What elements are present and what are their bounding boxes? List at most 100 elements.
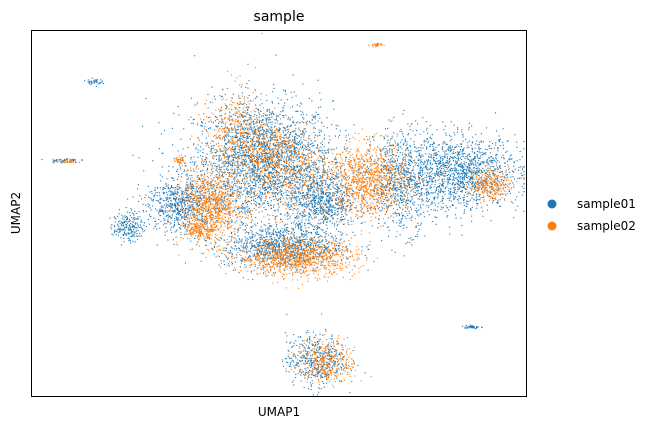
- point: [255, 147, 257, 149]
- point: [400, 202, 402, 204]
- point: [205, 162, 207, 164]
- point: [234, 182, 236, 184]
- point: [227, 156, 229, 158]
- point: [381, 209, 383, 211]
- point: [340, 183, 342, 185]
- point: [521, 194, 523, 196]
- point: [475, 164, 477, 166]
- point: [254, 178, 256, 180]
- point: [422, 162, 424, 164]
- point: [400, 221, 402, 223]
- point: [306, 206, 308, 208]
- point: [241, 179, 243, 181]
- point: [336, 210, 338, 212]
- point: [291, 195, 293, 197]
- point: [250, 128, 252, 130]
- point: [490, 162, 492, 164]
- point: [412, 169, 414, 171]
- point: [317, 204, 319, 206]
- point: [300, 139, 302, 141]
- point: [245, 104, 247, 106]
- point: [265, 189, 267, 191]
- point: [272, 192, 274, 194]
- point: [284, 178, 286, 180]
- point: [321, 236, 323, 238]
- point: [342, 219, 344, 221]
- point: [301, 133, 303, 135]
- point: [276, 156, 278, 158]
- point: [460, 172, 462, 174]
- point: [454, 174, 456, 176]
- point: [467, 203, 469, 205]
- point: [302, 113, 304, 115]
- point: [339, 190, 341, 192]
- point: [337, 203, 339, 205]
- point: [285, 149, 287, 151]
- point: [289, 181, 291, 183]
- point: [299, 191, 301, 193]
- point: [381, 170, 383, 172]
- point: [384, 151, 386, 153]
- point: [383, 136, 385, 138]
- point: [256, 174, 258, 176]
- point: [421, 170, 423, 172]
- point: [435, 154, 437, 156]
- point: [418, 173, 420, 175]
- point: [332, 181, 334, 183]
- point: [273, 161, 275, 163]
- point: [394, 175, 396, 177]
- point: [411, 179, 413, 181]
- point: [179, 166, 181, 168]
- point: [409, 178, 411, 180]
- point: [132, 154, 134, 156]
- point: [393, 176, 395, 178]
- point: [348, 134, 350, 136]
- point: [267, 129, 269, 131]
- point: [488, 164, 490, 166]
- point: [419, 169, 421, 171]
- point: [391, 196, 393, 198]
- point: [278, 130, 280, 132]
- point: [282, 142, 284, 144]
- point: [216, 150, 218, 152]
- point: [274, 134, 276, 136]
- point: [446, 143, 448, 145]
- point: [402, 169, 404, 171]
- point: [383, 159, 385, 161]
- point: [260, 180, 262, 182]
- point: [266, 100, 268, 102]
- point: [329, 184, 331, 186]
- point: [234, 170, 236, 172]
- point: [438, 202, 440, 204]
- point: [388, 119, 390, 121]
- point: [341, 203, 343, 205]
- point: [314, 202, 316, 204]
- point: [411, 157, 413, 159]
- point: [397, 144, 399, 146]
- point: [434, 202, 436, 204]
- point: [387, 166, 389, 168]
- point: [502, 193, 504, 195]
- point: [288, 203, 290, 205]
- point: [296, 199, 298, 201]
- point: [287, 168, 289, 170]
- point: [429, 137, 431, 139]
- point: [308, 165, 310, 167]
- point: [247, 109, 249, 111]
- point: [407, 215, 409, 217]
- point: [295, 170, 297, 172]
- point: [463, 164, 465, 166]
- point: [322, 161, 324, 163]
- point: [316, 113, 318, 115]
- point: [271, 129, 273, 131]
- point: [285, 145, 287, 147]
- point: [323, 203, 325, 205]
- point: [312, 210, 314, 212]
- point: [507, 140, 509, 142]
- point: [255, 204, 257, 206]
- point: [270, 114, 272, 116]
- point: [174, 204, 176, 206]
- point: [452, 204, 454, 206]
- point: [430, 167, 432, 169]
